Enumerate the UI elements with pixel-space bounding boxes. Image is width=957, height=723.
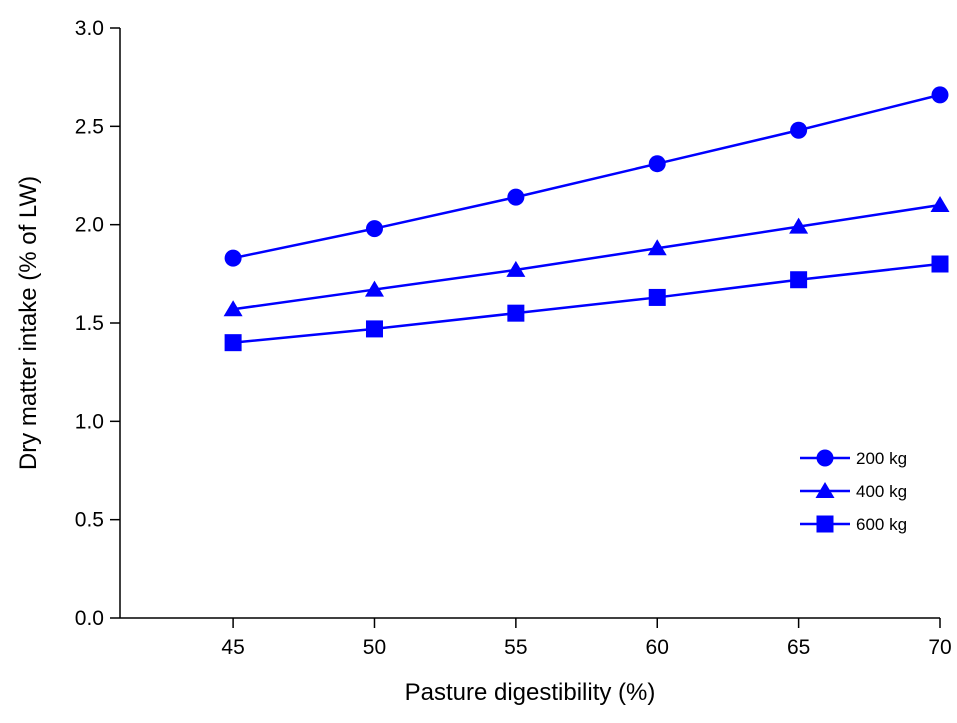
x-tick-label: 70 bbox=[928, 636, 951, 659]
marker bbox=[815, 482, 835, 498]
marker bbox=[930, 196, 950, 212]
y-tick-label: 2.5 bbox=[75, 115, 104, 138]
marker bbox=[365, 320, 383, 338]
series-line bbox=[232, 262, 941, 344]
marker bbox=[789, 217, 809, 234]
marker bbox=[507, 304, 525, 322]
marker bbox=[506, 260, 526, 277]
marker bbox=[223, 300, 243, 317]
series-line bbox=[232, 203, 941, 311]
x-axis-label: Pasture digestibility (%) bbox=[405, 679, 656, 706]
marker bbox=[931, 86, 949, 104]
marker bbox=[507, 188, 525, 206]
marker bbox=[931, 255, 949, 273]
y-tick-label: 1.0 bbox=[75, 410, 104, 433]
y-tick-label: 0.5 bbox=[75, 509, 104, 532]
x-tick-label: 55 bbox=[504, 636, 527, 659]
legend-label: 200 kg bbox=[856, 449, 907, 468]
marker bbox=[816, 515, 834, 533]
x-tick-label: 45 bbox=[221, 636, 244, 659]
y-tick-label: 1.5 bbox=[75, 312, 104, 335]
y-tick-label: 2.0 bbox=[75, 214, 104, 237]
marker bbox=[648, 288, 666, 306]
marker bbox=[224, 334, 242, 352]
marker bbox=[365, 220, 383, 238]
x-tick-label: 65 bbox=[787, 636, 810, 659]
legend-label: 600 kg bbox=[856, 515, 907, 534]
marker bbox=[364, 280, 384, 297]
marker bbox=[790, 121, 808, 139]
marker bbox=[648, 155, 666, 173]
marker bbox=[816, 449, 834, 467]
series-line bbox=[232, 93, 941, 260]
y-axis-label: Dry matter intake (% of LW) bbox=[15, 176, 42, 470]
y-tick-label: 3.0 bbox=[75, 17, 104, 40]
x-tick-label: 60 bbox=[646, 636, 669, 659]
legend-label: 400 kg bbox=[856, 482, 907, 501]
marker bbox=[224, 249, 242, 267]
x-tick-label: 50 bbox=[363, 636, 386, 659]
y-tick-label: 0.0 bbox=[75, 607, 104, 630]
marker bbox=[790, 271, 808, 289]
marker bbox=[647, 239, 667, 256]
